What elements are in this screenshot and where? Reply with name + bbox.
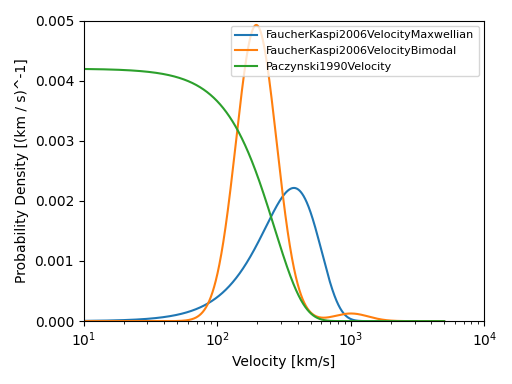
Paczynski1990Velocity xyxy=(246,153,252,157)
FaucherKaspi2006VelocityMaxwellian xyxy=(431,319,437,323)
Y-axis label: Probability Density [(km / s)^-1]: Probability Density [(km / s)^-1] xyxy=(15,58,29,283)
FaucherKaspi2006VelocityBimodal xyxy=(99,319,105,323)
FaucherKaspi2006VelocityMaxwellian xyxy=(365,319,371,323)
Paczynski1990Velocity xyxy=(431,319,437,323)
Paczynski1990Velocity xyxy=(256,178,262,182)
FaucherKaspi2006VelocityMaxwellian xyxy=(291,185,297,190)
FaucherKaspi2006VelocityBimodal xyxy=(365,314,371,319)
FaucherKaspi2006VelocityMaxwellian xyxy=(99,318,105,323)
Paczynski1990Velocity xyxy=(431,319,437,323)
Line: FaucherKaspi2006VelocityBimodal: FaucherKaspi2006VelocityBimodal xyxy=(84,25,444,321)
Line: Paczynski1990Velocity: Paczynski1990Velocity xyxy=(84,69,444,321)
Paczynski1990Velocity xyxy=(81,67,87,71)
FaucherKaspi2006VelocityMaxwellian xyxy=(81,319,87,323)
FaucherKaspi2006VelocityBimodal xyxy=(81,319,87,323)
FaucherKaspi2006VelocityBimodal xyxy=(441,319,447,323)
Paczynski1990Velocity xyxy=(365,319,371,323)
Paczynski1990Velocity xyxy=(441,319,447,323)
Paczynski1990Velocity xyxy=(99,67,105,71)
FaucherKaspi2006VelocityBimodal xyxy=(256,26,262,30)
FaucherKaspi2006VelocityBimodal xyxy=(431,319,437,323)
FaucherKaspi2006VelocityBimodal xyxy=(253,23,260,27)
FaucherKaspi2006VelocityMaxwellian xyxy=(256,238,262,243)
Legend: FaucherKaspi2006VelocityMaxwellian, FaucherKaspi2006VelocityBimodal, Paczynski19: FaucherKaspi2006VelocityMaxwellian, Fauc… xyxy=(230,26,479,76)
FaucherKaspi2006VelocityBimodal xyxy=(431,319,437,323)
FaucherKaspi2006VelocityMaxwellian xyxy=(441,319,447,323)
X-axis label: Velocity [km/s]: Velocity [km/s] xyxy=(232,355,336,369)
Line: FaucherKaspi2006VelocityMaxwellian: FaucherKaspi2006VelocityMaxwellian xyxy=(84,188,444,321)
FaucherKaspi2006VelocityMaxwellian xyxy=(431,319,437,323)
FaucherKaspi2006VelocityBimodal xyxy=(246,39,252,43)
FaucherKaspi2006VelocityMaxwellian xyxy=(246,256,252,260)
